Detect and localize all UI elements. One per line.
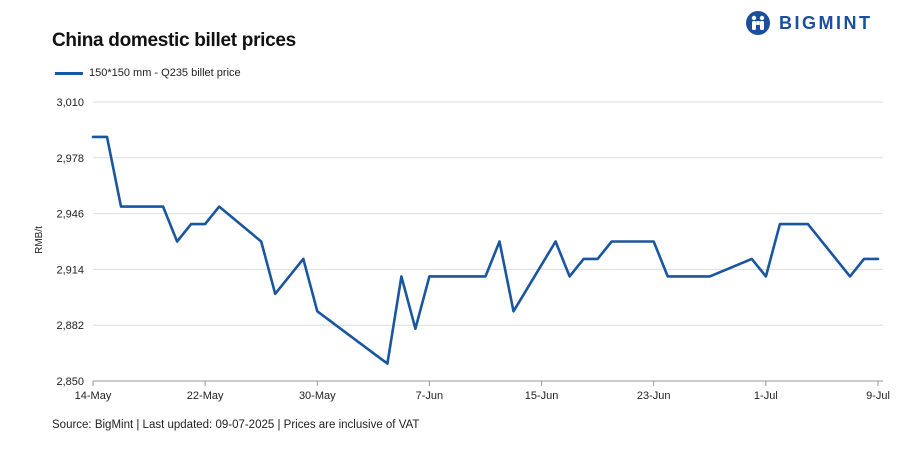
chart-series <box>91 135 880 365</box>
x-tick-label: 1-Jul <box>754 390 778 402</box>
x-tick-label: 14-May <box>75 390 112 402</box>
chart-grid <box>93 101 883 382</box>
source-note: Source: BigMint | Last updated: 09-07-20… <box>52 419 420 431</box>
y-tick-label: 2,850 <box>56 376 84 388</box>
y-tick-label: 2,914 <box>56 264 84 276</box>
x-tick-label: 22-May <box>187 390 224 402</box>
y-axis-ticks: 2,850 2,882 2,914 2,946 2,978 3,010 <box>56 97 84 388</box>
legend: 150*150 mm - Q235 billet price <box>55 67 241 79</box>
y-tick-label: 3,010 <box>56 97 84 109</box>
y-tick-label: 2,882 <box>56 320 84 332</box>
chart-title: China domestic billet prices <box>52 30 296 51</box>
y-tick-label: 2,946 <box>56 209 84 221</box>
y-axis-label: RMB/t <box>34 226 45 254</box>
series-line <box>91 135 880 365</box>
brand-logo: BIGMINT <box>745 8 895 38</box>
x-tick-label: 7-Jun <box>416 390 444 402</box>
legend-label: 150*150 mm - Q235 billet price <box>89 67 241 79</box>
x-tick-label: 30-May <box>299 390 336 402</box>
brand-name: BIGMINT <box>779 12 873 33</box>
legend-swatch <box>55 71 83 75</box>
x-tick-label: 23-Jun <box>637 390 671 402</box>
x-tick-label: 9-Jul <box>866 390 890 402</box>
y-tick-label: 2,978 <box>56 153 84 165</box>
bigmint-logo-icon <box>746 11 770 35</box>
x-tick-label: 15-Jun <box>525 390 559 402</box>
x-axis-ticks: 14-May 22-May 30-May 7-Jun 15-Jun 23-Jun 1-Jul… <box>75 381 890 402</box>
